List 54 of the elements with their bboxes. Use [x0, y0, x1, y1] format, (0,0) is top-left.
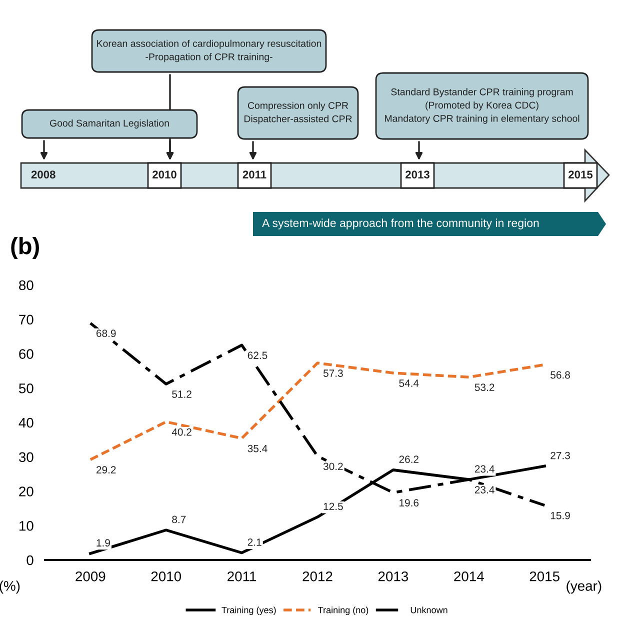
x-tick-label: 2014 — [454, 571, 484, 582]
x-tick-label: 2010 — [151, 571, 182, 582]
data-label: 35.4 — [248, 444, 268, 452]
text: 2008 — [31, 170, 56, 178]
data-label: 56.8 — [550, 371, 570, 379]
x-tick-label: 2012 — [302, 571, 332, 582]
text: Compression only CPR Dispatcher-assisted CPR — [244, 102, 352, 124]
text: Korean association of cardiopulmonary resuscitation -Propagation of CPR training- — [97, 40, 322, 62]
data-label: 1.9 — [96, 539, 110, 547]
data-label: 68.9 — [96, 330, 116, 338]
data-label: 27.3 — [550, 452, 570, 460]
y-axis-title: (%) — [0, 580, 20, 594]
text: (b) — [11, 236, 39, 260]
data-label: 57.3 — [323, 370, 343, 377]
data-label: 51.2 — [172, 390, 192, 398]
text: Standard Bystander CPR training program (Promoted by Korea CDC) Mandatory CPR training in elementary school — [384, 88, 580, 124]
x-tick-label: 2011 — [228, 571, 256, 582]
data-label: 12.5 — [324, 502, 343, 510]
data-label: 23.4 — [474, 465, 494, 473]
y-tick-label: 20 — [19, 486, 34, 496]
line-series — [89, 362, 546, 462]
text: 2015 — [568, 170, 593, 178]
legend-label: Training (yes) — [222, 606, 276, 616]
data-label: 8.7 — [172, 516, 186, 524]
text: 2011 — [242, 170, 266, 178]
y-tick-label: 40 — [18, 418, 34, 428]
legend-label: Unknown — [410, 606, 448, 614]
text: Good Samaritan Legislation — [50, 119, 169, 129]
y-tick-label: 60 — [19, 349, 34, 359]
data-label: 30.2 — [323, 462, 343, 470]
data-label: 19.6 — [400, 499, 419, 507]
data-label: 53.2 — [474, 384, 494, 392]
x-tick-label: 2013 — [378, 571, 408, 582]
data-label: 23.4 — [474, 486, 494, 494]
y-tick-label: 0 — [26, 555, 34, 566]
x-axis-title: (year) — [566, 580, 602, 594]
data-label: 2.1 — [248, 538, 262, 546]
text: 2013 — [406, 170, 430, 178]
data-label: 29.2 — [96, 466, 116, 474]
legend-label: Training (no) — [318, 606, 368, 616]
text: A system-wide approach from the community in region — [262, 218, 539, 230]
y-tick-label: 50 — [18, 383, 34, 394]
data-label: 15.9 — [550, 512, 570, 520]
y-tick-label: 10 — [20, 520, 34, 531]
x-tick-label: 2015 — [530, 571, 560, 582]
text: 2010 — [152, 170, 176, 178]
x-tick-label: 2009 — [76, 571, 106, 582]
y-tick-label: 80 — [19, 280, 34, 290]
y-tick-label: 30 — [18, 452, 34, 462]
data-label: 40.2 — [172, 428, 192, 436]
data-label: 54.4 — [399, 380, 419, 387]
data-label: 62.5 — [248, 352, 268, 360]
y-tick-label: 70 — [19, 314, 34, 325]
data-label: 26.2 — [399, 456, 418, 464]
